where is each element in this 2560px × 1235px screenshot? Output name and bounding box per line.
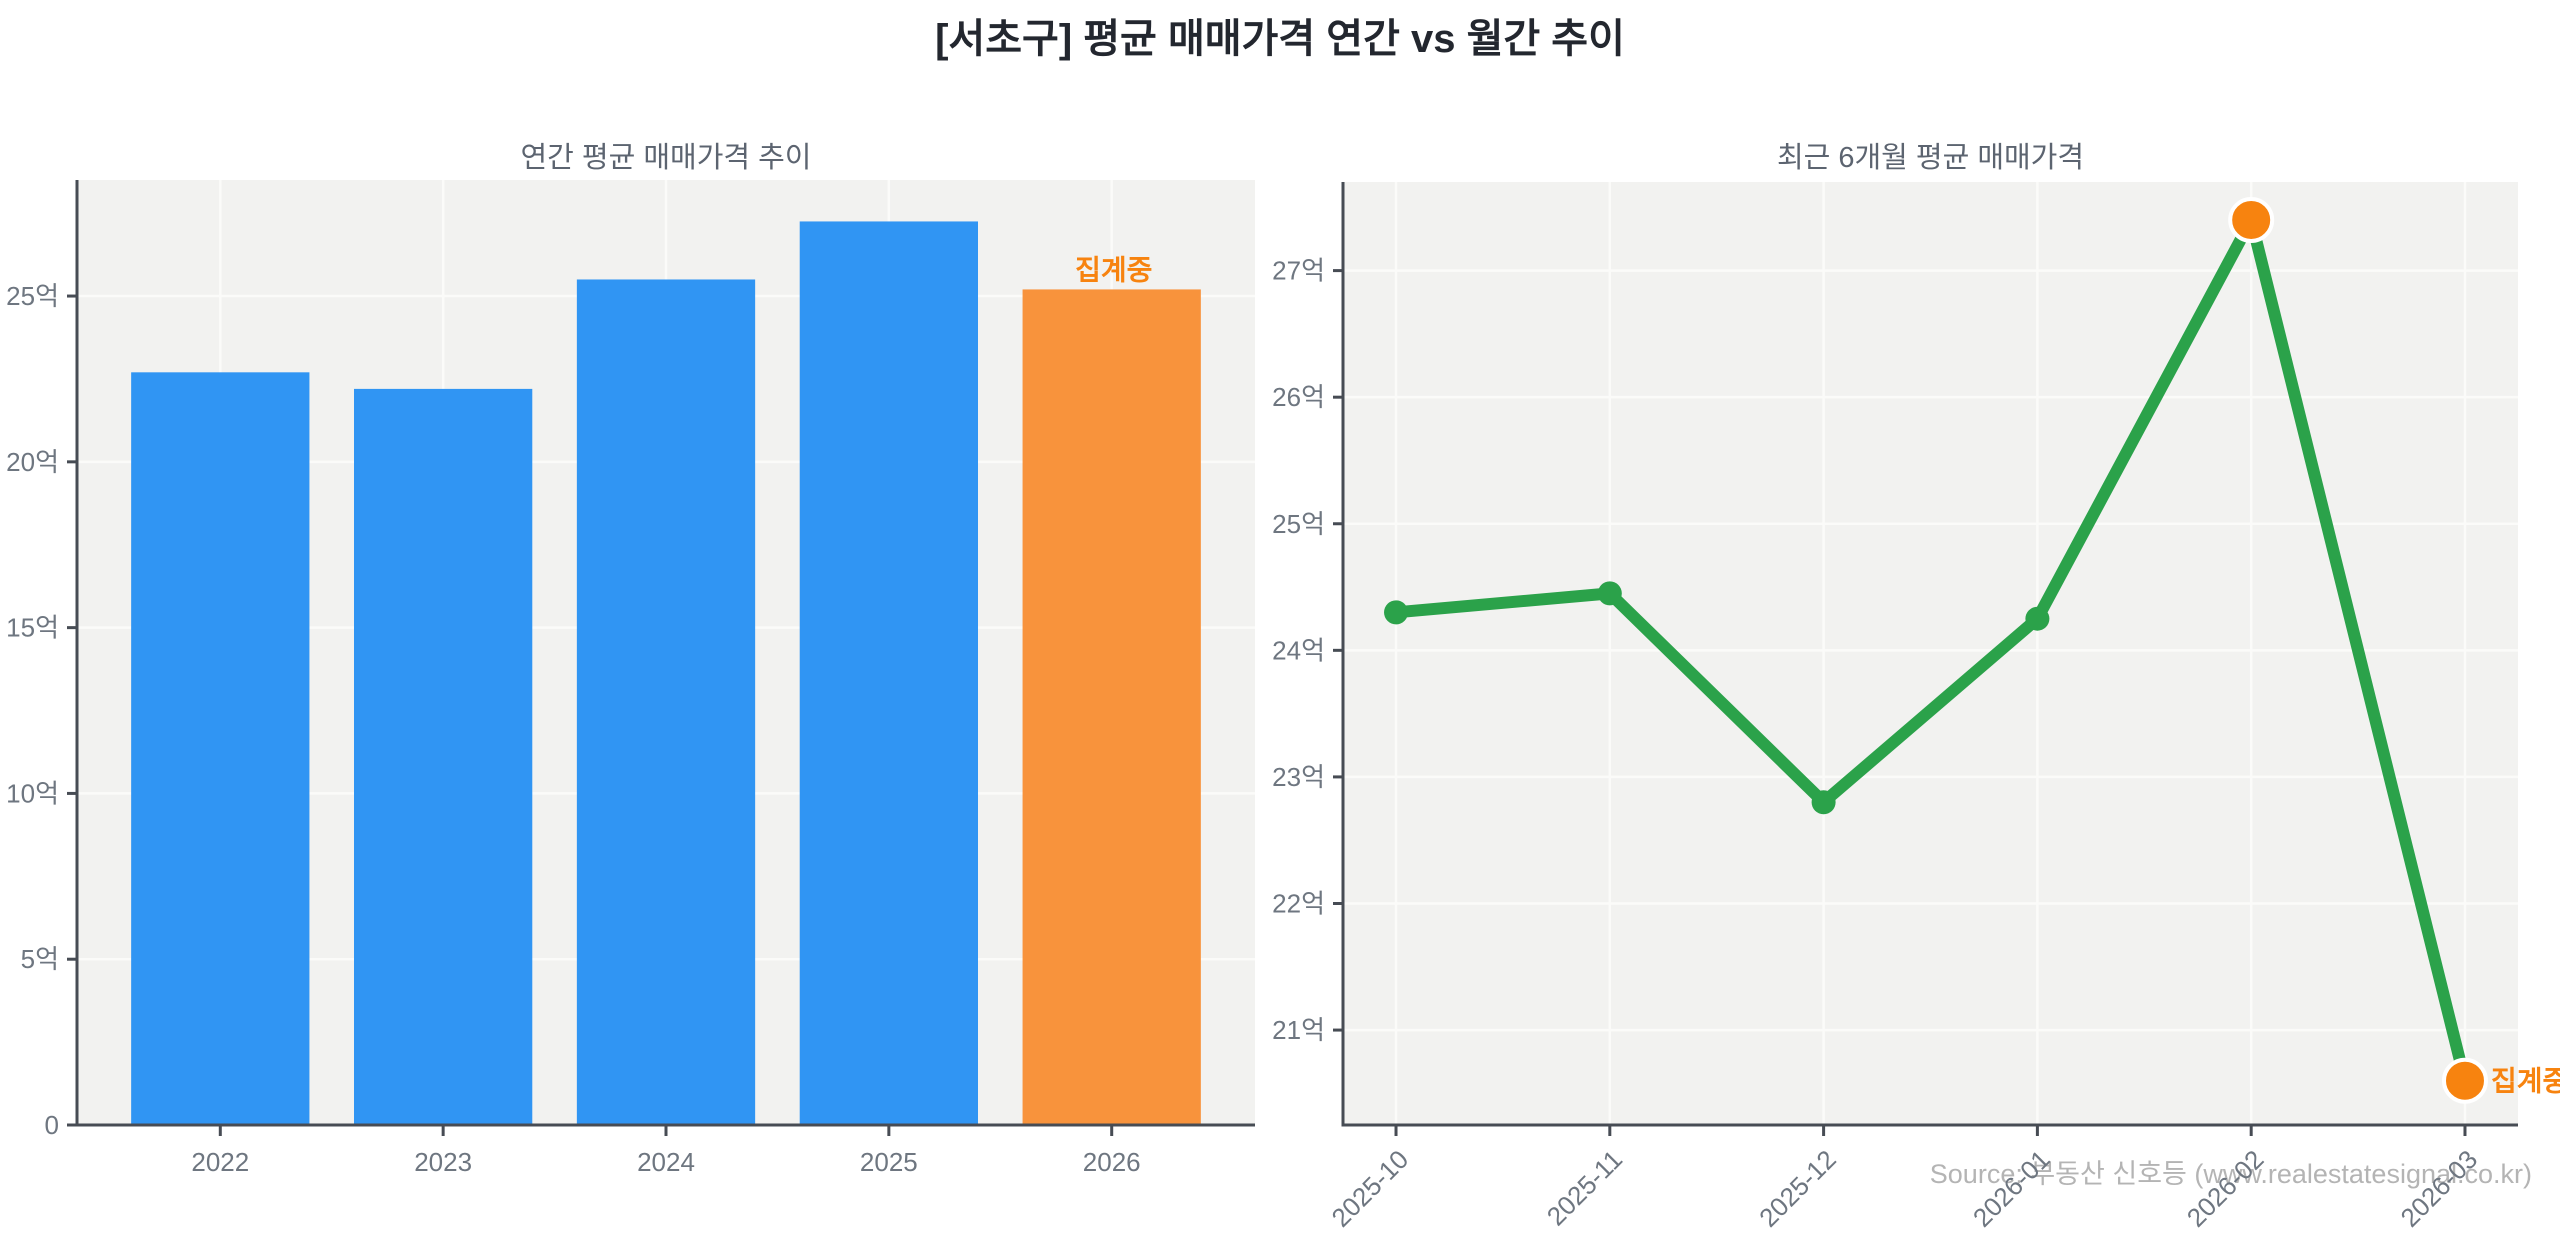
y-tick-label: 24억 [1272, 635, 1325, 665]
point-2026-02 [2228, 196, 2275, 243]
page-title: [서초구] 평균 매매가격 연간 vs 월간 추이 [935, 17, 1625, 61]
point-2025-11 [1597, 581, 1622, 606]
x-tick-label: 2026 [1083, 1147, 1141, 1177]
x-tick-label: 2025-11 [1541, 1144, 1628, 1231]
y-tick-label: 5억 [21, 944, 59, 974]
x-tick-label: 2023 [414, 1147, 472, 1177]
y-tick-label: 27억 [1272, 256, 1325, 286]
y-tick-label: 15억 [6, 613, 59, 643]
y-tick-label: 0 [45, 1110, 59, 1140]
source-credit: Source: 부동산 신호등 (www.realestatesignal.co… [1929, 1159, 2532, 1189]
plot-background [1343, 182, 2518, 1125]
x-tick-label: 2026-01 [1967, 1144, 2056, 1233]
x-tick-label: 2025 [860, 1147, 918, 1177]
aggregating-label-monthly: 집계중 [2491, 1066, 2560, 1097]
y-tick-label: 25억 [1272, 509, 1325, 539]
point-2025-10 [1384, 600, 1409, 625]
bar-2025 [799, 221, 978, 1125]
y-tick-label: 22억 [1272, 888, 1325, 918]
trend-line [1390, 213, 2471, 1087]
x-tick-label: 2026-02 [2181, 1144, 2270, 1233]
x-tick-label: 2022 [191, 1147, 249, 1177]
x-tick-label: 2026-03 [2395, 1144, 2484, 1233]
bar-2023 [354, 388, 533, 1125]
monthly-chart-title: 최근 6개월 평균 매매가격 [1776, 142, 2085, 174]
bar-2024 [576, 279, 756, 1125]
annual-chart-title: 연간 평균 매매가격 추이 [520, 142, 812, 174]
point-2026-01 [2025, 606, 2050, 631]
x-tick-label: 2025-10 [1326, 1144, 1415, 1233]
y-tick-label: 21억 [1272, 1015, 1325, 1045]
bar-2026 [1022, 289, 1201, 1126]
x-tick-label: 2025-12 [1753, 1144, 1842, 1233]
point-2026-03 [2441, 1057, 2488, 1104]
y-tick-label: 26억 [1272, 382, 1325, 412]
x-tick-label: 2024 [637, 1147, 695, 1177]
bar-2022 [131, 372, 310, 1125]
y-tick-label: 25억 [6, 281, 59, 311]
y-tick-label: 23억 [1272, 762, 1325, 792]
y-tick-label: 20억 [6, 447, 59, 477]
aggregating-label-annual: 집계중 [1075, 254, 1152, 285]
y-tick-label: 10억 [6, 778, 59, 808]
point-2025-12 [1811, 790, 1836, 815]
